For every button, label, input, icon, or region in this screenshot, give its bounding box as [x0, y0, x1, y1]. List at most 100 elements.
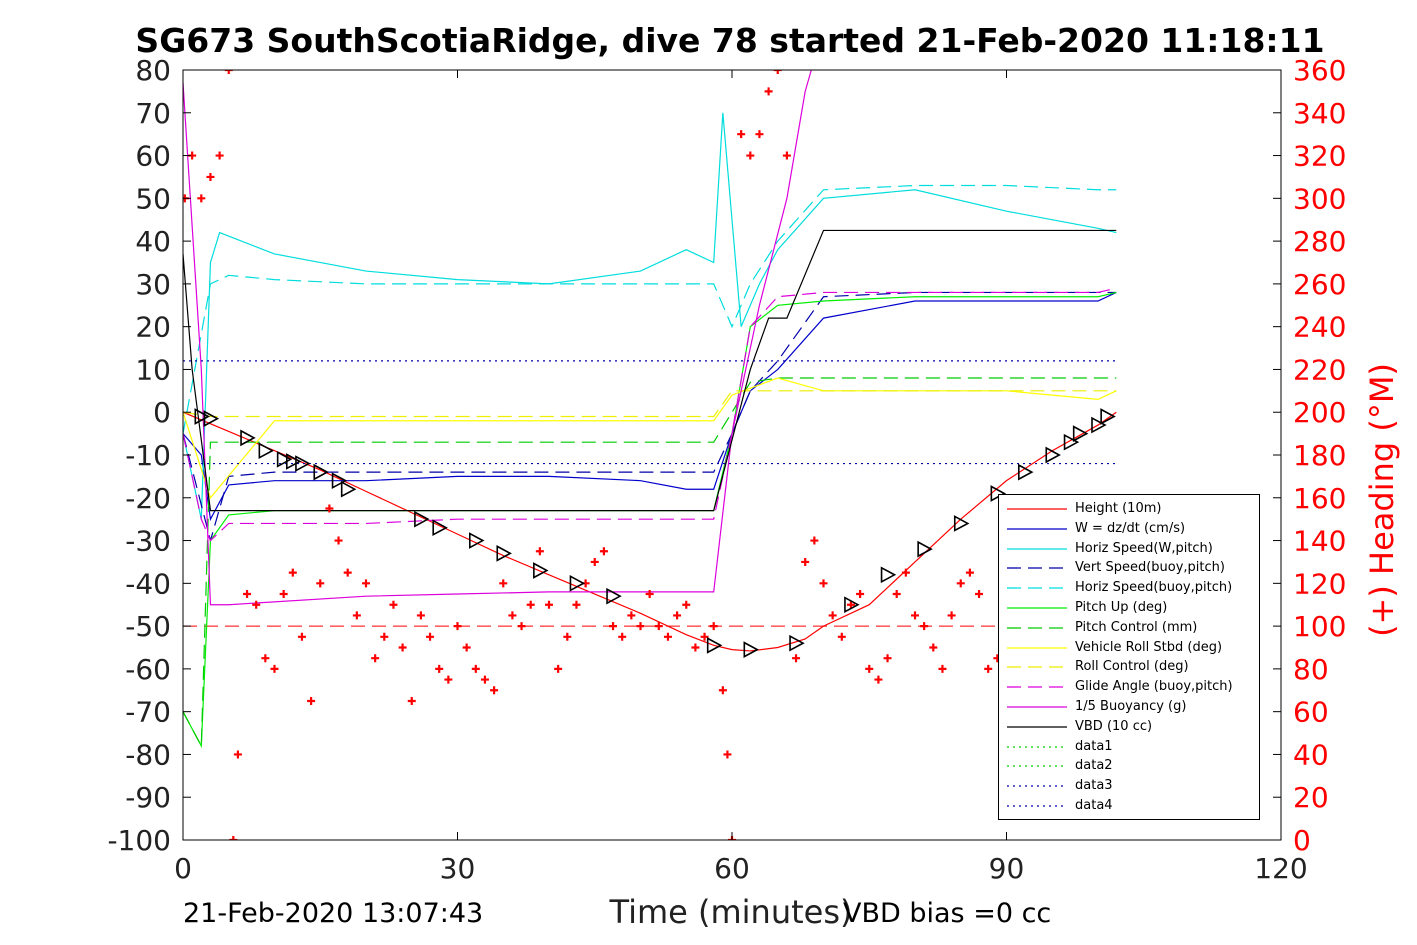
y-tick-label: 50 [135, 182, 171, 215]
legend-swatch [1007, 706, 1067, 708]
depth-marker [276, 450, 293, 468]
y-tick-label: -80 [125, 738, 171, 771]
y-right-tick-label: 20 [1293, 781, 1329, 814]
x-tick-label: 60 [714, 852, 750, 885]
depth-marker [953, 515, 970, 532]
legend-entry: 1/5 Buoyancy (g) [999, 697, 1259, 717]
heading-point [517, 622, 526, 631]
legend-entry: data1 [999, 737, 1259, 757]
heading-point [229, 836, 238, 840]
depth-marker [1100, 408, 1116, 425]
heading-point [545, 600, 553, 609]
heading-point [572, 600, 581, 609]
legend-swatch [1007, 765, 1067, 768]
y-tick-label: -10 [125, 439, 171, 472]
axis-layer: 80706050403020100-10-20-30-40-50-60-70-8… [107, 54, 1346, 885]
heading-point [590, 557, 599, 566]
y-right-tick-label: 360 [1293, 54, 1346, 87]
legend-entry: Vert Speed(buoy,pitch) [999, 558, 1259, 578]
heading-point [297, 632, 306, 641]
heading-point [627, 611, 636, 620]
y-tick-label: 60 [135, 140, 171, 173]
y-right-tick-label: 160 [1293, 482, 1346, 515]
depth-marker [880, 566, 897, 584]
heading-point [810, 536, 819, 545]
depth-marker [286, 453, 302, 470]
heading-point [673, 611, 682, 620]
y-tick-label: 70 [135, 97, 171, 130]
legend: Height (10m) W = dz/dt (cm/s) Horiz Speed(… [998, 494, 1260, 820]
heading-point [773, 70, 782, 74]
y-right-tick-label: 300 [1293, 182, 1346, 215]
depth-marker [1072, 425, 1089, 442]
heading-point [956, 579, 965, 588]
legend-entry: W = dz/dt (cm/s) [999, 519, 1259, 539]
heading-point [654, 622, 663, 631]
legend-entry: Height (10m) [999, 499, 1259, 519]
x-axis-label: Time (minutes) [609, 893, 853, 931]
legend-label: Glide Angle (buoy,pitch) [1075, 679, 1233, 695]
heading-point [792, 654, 801, 663]
heading-point [801, 557, 810, 566]
legend-entry: Glide Angle (buoy,pitch) [999, 677, 1259, 697]
legend-entry: Pitch Up (deg) [999, 598, 1259, 618]
series-line-3 [183, 291, 1117, 543]
heading-point [636, 622, 645, 631]
y-tick-label: -100 [107, 824, 171, 857]
heading-point [856, 590, 865, 599]
legend-label: W = dz/dt (cm/s) [1075, 520, 1186, 536]
legend-swatch [1007, 627, 1067, 629]
heading-point [865, 664, 874, 673]
heading-point [700, 632, 709, 641]
legend-label: data4 [1075, 798, 1113, 813]
heading-point [252, 600, 261, 609]
heading-point [737, 130, 746, 139]
series-line-0 [183, 411, 1117, 652]
y-tick-label: 10 [135, 353, 171, 386]
heading-point [380, 632, 389, 641]
depth-marker [414, 510, 430, 528]
series-line-1 [183, 291, 1117, 522]
heading-point [599, 547, 608, 556]
legend-entry: data4 [999, 796, 1259, 816]
depth-marker [240, 429, 256, 447]
depth-marker [469, 532, 485, 549]
legend-entry: data3 [999, 776, 1259, 796]
legend-label: VBD (10 cc) [1075, 718, 1153, 734]
heading-point [215, 151, 224, 160]
heading-point [965, 568, 974, 577]
y-right-tick-label: 60 [1293, 696, 1329, 729]
legend-label: 1/5 Buoyancy (g) [1075, 699, 1187, 714]
depth-marker [844, 596, 860, 614]
series-line-4 [183, 184, 1117, 434]
series-line-8 [183, 390, 1117, 418]
y-tick-label: 30 [135, 268, 171, 301]
legend-label: Roll Control (deg) [1075, 659, 1189, 675]
heading-point [984, 664, 993, 673]
heading-point [453, 622, 462, 631]
legend-swatch [1007, 508, 1067, 510]
y-right-tick-label: 320 [1293, 140, 1346, 173]
series-line-11 [183, 229, 1117, 512]
series-line-2 [183, 112, 1117, 520]
legend-swatch [1007, 587, 1067, 589]
legend-label: Horiz Speed(buoy,pitch) [1075, 580, 1233, 596]
x-tick-label: 90 [989, 852, 1025, 885]
x-tick-label: 120 [1254, 852, 1307, 885]
heading-point [371, 654, 380, 663]
y-tick-label: 20 [135, 311, 171, 344]
heading-point [609, 622, 618, 631]
heading-point [243, 590, 252, 599]
heading-point [709, 622, 718, 631]
heading-point [663, 632, 672, 641]
legend-label: Height (10m) [1075, 501, 1162, 516]
heading-point [508, 611, 517, 620]
depth-marker [990, 485, 1007, 502]
heading-point [723, 750, 732, 759]
heading-point [206, 172, 215, 181]
heading-point [911, 611, 919, 620]
depth-marker [313, 463, 329, 481]
heading-point [490, 686, 499, 695]
vbd-bias-label: VBD bias =0 cc [843, 898, 1052, 929]
series-line-7 [183, 377, 1117, 500]
